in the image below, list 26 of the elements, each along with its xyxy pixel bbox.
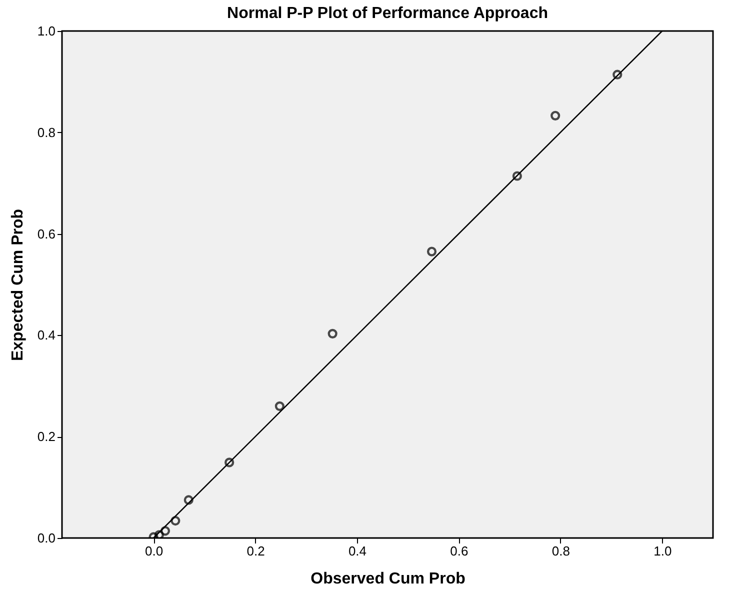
- y-tick-label: 0.2: [37, 429, 56, 444]
- point: [550, 110, 560, 120]
- x-tick-label: 0.4: [348, 544, 367, 558]
- y-tick-label: 0.4: [37, 328, 56, 343]
- x-tick-label: 0.6: [450, 544, 468, 558]
- x-axis-title: Observed Cum Prob: [310, 570, 466, 588]
- point: [224, 458, 234, 468]
- point: [184, 495, 194, 505]
- y-tick-label: 0.8: [37, 124, 56, 140]
- point: [160, 526, 170, 536]
- x-tick-label: 1.0: [654, 544, 672, 558]
- point: [612, 70, 622, 80]
- point: [426, 246, 437, 256]
- y-tick-label: 1.0: [37, 24, 56, 38]
- point: [154, 530, 164, 538]
- point: [328, 328, 338, 338]
- x-tick-label: 0.8: [552, 544, 570, 558]
- y-tick-label: 0.0: [37, 530, 56, 546]
- point: [512, 171, 522, 181]
- y-axis-title: Expected Cum Prob: [9, 208, 26, 362]
- point: [274, 401, 284, 411]
- chart-title: Normal P-P Plot of Performance Approach: [227, 5, 548, 22]
- x-tick-label: 0.0: [145, 544, 164, 558]
- y-tick-label: 0.6: [37, 226, 56, 242]
- point: [170, 516, 180, 526]
- x-tick-label: 0.2: [246, 544, 265, 558]
